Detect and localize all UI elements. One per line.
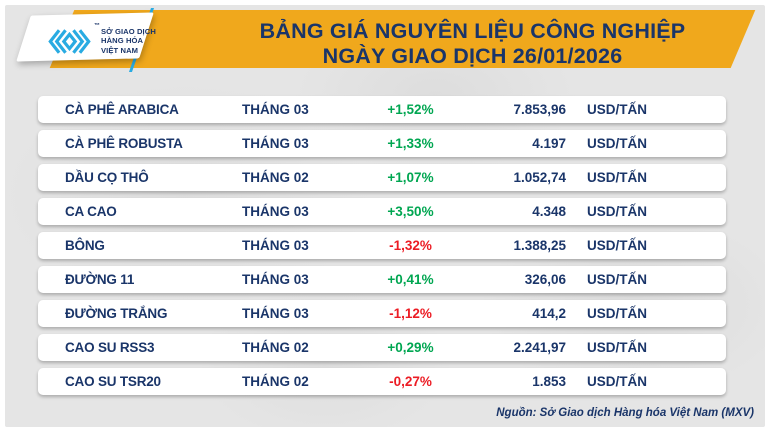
commodity-name: ĐƯỜNG TRẮNG: [65, 306, 168, 321]
contract-month: THÁNG 02: [242, 340, 309, 355]
price-value: 4.348: [532, 204, 566, 219]
price-value: 326,06: [524, 272, 566, 287]
mxv-logo-text: SỞ GIAO DỊCH HÀNG HÓA VIỆT NAM: [101, 27, 156, 55]
change-value: +0,29%: [387, 340, 434, 355]
table-row: CÀ PHÊ ROBUSTA THÁNG 03 +1,33% 4.197 USD…: [38, 130, 726, 157]
change-value: +1,07%: [387, 170, 434, 185]
price-unit: USD/TẤN: [587, 238, 647, 253]
table-row: ĐƯỜNG 11 THÁNG 03 +0,41% 326,06 USD/TẤN: [38, 266, 726, 293]
title-line-1: BẢNG GIÁ NGUYÊN LIỆU CÔNG NGHIỆP: [259, 19, 686, 43]
contract-month: THÁNG 03: [242, 238, 309, 253]
contract-month: THÁNG 03: [242, 102, 309, 117]
contract-month: THÁNG 02: [242, 374, 309, 389]
commodity-name: DẦU CỌ THÔ: [65, 170, 149, 185]
change-value: +1,33%: [387, 136, 434, 151]
table-row: BÔNG THÁNG 03 -1,32% 1.388,25 USD/TẤN: [38, 232, 726, 259]
price-unit: USD/TẤN: [587, 306, 647, 321]
price-unit: USD/TẤN: [587, 204, 647, 219]
price-value: 7.853,96: [513, 102, 566, 117]
price-unit: USD/TẤN: [587, 340, 647, 355]
table-row: ĐƯỜNG TRẮNG THÁNG 03 -1,12% 414,2 USD/TẤ…: [38, 300, 726, 327]
table-row: CAO SU RSS3 THÁNG 02 +0,29% 2.241,97 USD…: [38, 334, 726, 361]
contract-month: THÁNG 03: [242, 204, 309, 219]
commodity-name: ĐƯỜNG 11: [65, 272, 135, 287]
price-value: 1.853: [532, 374, 566, 389]
commodity-name: BÔNG: [65, 238, 105, 253]
price-unit: USD/TẤN: [587, 136, 647, 151]
contract-month: THÁNG 03: [242, 272, 309, 287]
table-row: CÀ PHÊ ARABICA THÁNG 03 +1,52% 7.853,96 …: [38, 96, 726, 123]
price-value: 414,2: [532, 306, 566, 321]
price-unit: USD/TẤN: [587, 170, 647, 185]
contract-month: THÁNG 03: [242, 306, 309, 321]
logo-text-line2: HÀNG HÓA: [101, 36, 144, 46]
price-table: CÀ PHÊ ARABICA THÁNG 03 +1,52% 7.853,96 …: [38, 96, 726, 402]
trademark-symbol: ™: [94, 23, 100, 29]
commodity-name: CÀ PHÊ ROBUSTA: [65, 136, 183, 151]
table-row: CA CAO THÁNG 03 +3,50% 4.348 USD/TẤN: [38, 198, 726, 225]
price-value: 2.241,97: [513, 340, 566, 355]
price-value: 4.197: [532, 136, 566, 151]
mxv-chevron-icon: [48, 29, 91, 54]
change-value: +3,50%: [387, 204, 434, 219]
change-value: -1,12%: [389, 306, 432, 321]
table-row: CAO SU TSR20 THÁNG 02 -0,27% 1.853 USD/T…: [38, 368, 726, 395]
price-unit: USD/TẤN: [587, 374, 647, 389]
change-value: -1,32%: [389, 238, 432, 253]
table-row: DẦU CỌ THÔ THÁNG 02 +1,07% 1.052,74 USD/…: [38, 164, 726, 191]
commodity-name: CÀ PHÊ ARABICA: [65, 102, 179, 117]
title-line-2: NGÀY GIAO DỊCH 26/01/2026: [322, 44, 623, 68]
price-unit: USD/TẤN: [587, 102, 647, 117]
commodity-name: CAO SU RSS3: [65, 340, 155, 355]
price-value: 1.388,25: [513, 238, 566, 253]
logo-text-line3: VIỆT NAM: [101, 45, 139, 55]
change-value: -0,27%: [389, 374, 432, 389]
source-note: Nguồn: Sở Giao dịch Hàng hóa Việt Nam (M…: [496, 407, 754, 419]
contract-month: THÁNG 03: [242, 136, 309, 151]
logo-text-line1: SỞ GIAO DỊCH: [101, 27, 156, 36]
price-value: 1.052,74: [513, 170, 566, 185]
change-value: +1,52%: [387, 102, 434, 117]
price-unit: USD/TẤN: [587, 272, 647, 287]
commodity-name: CA CAO: [65, 204, 117, 219]
commodity-name: CAO SU TSR20: [65, 374, 161, 389]
change-value: +0,41%: [387, 272, 434, 287]
contract-month: THÁNG 02: [242, 170, 309, 185]
banner-title: BẢNG GIÁ NGUYÊN LIỆU CÔNG NGHIỆP NGÀY GI…: [190, 19, 755, 69]
